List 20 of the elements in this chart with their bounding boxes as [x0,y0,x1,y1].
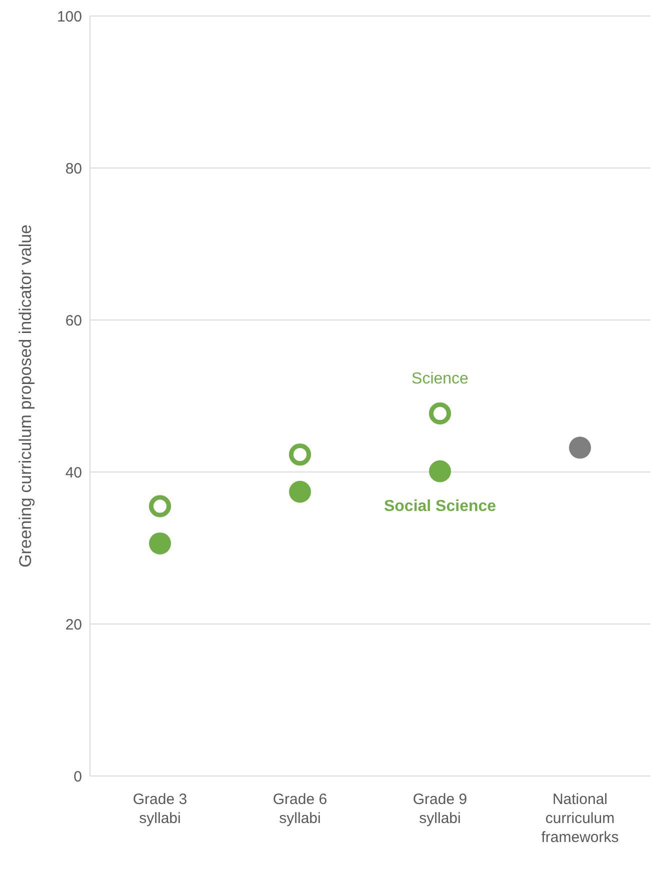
point [288,443,312,466]
series-label: Social Science [384,498,496,516]
y-tick-label: 40 [65,464,82,482]
point [149,532,171,554]
y-tick-label: 80 [65,160,82,178]
series-label: Science [412,370,469,388]
point [429,460,451,482]
x-tick-label: Grade 6 syllabi [272,791,328,827]
point [148,495,172,518]
x-tick-label: National curriculum frameworks [541,791,619,846]
x-tick-label: Grade 9 syllabi [412,791,468,827]
point [428,402,452,425]
y-tick-label: 100 [56,8,82,26]
x-tick-label: Grade 3 syllabi [132,791,188,827]
point [569,436,591,459]
point [289,480,311,503]
y-tick-label: 0 [74,768,82,786]
y-axis-title: Greening curriculum proposed indicator value [16,224,36,568]
y-tick-label: 60 [65,312,82,330]
y-tick-label: 20 [65,616,82,634]
